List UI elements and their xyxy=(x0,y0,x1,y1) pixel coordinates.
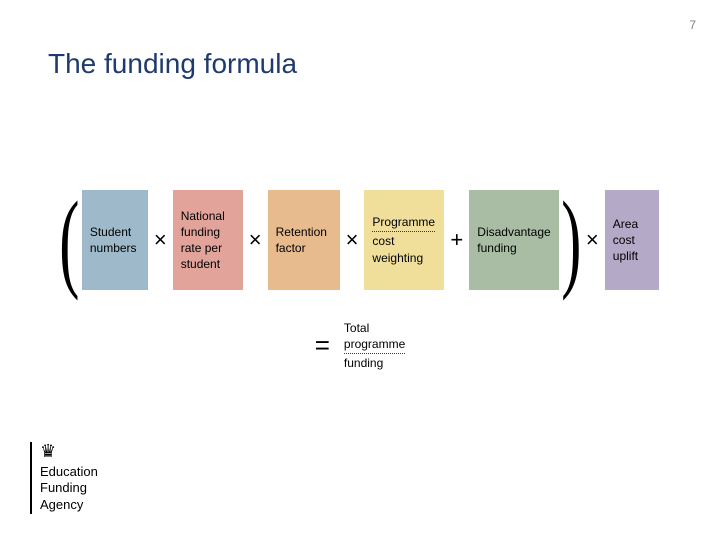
operator-multiply: × xyxy=(247,227,264,253)
equals-sign: = xyxy=(315,330,330,361)
factor-programme-cost: Programmecostweighting xyxy=(364,190,444,290)
open-paren: ( xyxy=(59,196,79,284)
operator-multiply: × xyxy=(344,227,361,253)
logo-divider xyxy=(30,442,32,514)
factor-area-cost-uplift: Areacostuplift xyxy=(605,190,659,290)
operator-multiply: × xyxy=(152,227,169,253)
factor-student-numbers: Studentnumbers xyxy=(82,190,148,290)
factor-national-rate: Nationalfundingrate perstudent xyxy=(173,190,243,290)
factor-label: Retentionfactor xyxy=(276,224,327,256)
page-title: The funding formula xyxy=(48,48,297,80)
factor-label: Areacostuplift xyxy=(613,216,638,265)
factor-label: Disadvantagefunding xyxy=(477,224,550,256)
logo-text: Education Funding Agency xyxy=(40,464,98,513)
result-total-programme-funding: Totalprogrammefunding xyxy=(344,320,405,372)
formula-row: ( Studentnumbers × Nationalfundingrate p… xyxy=(6,190,714,290)
close-paren: ) xyxy=(562,196,582,284)
factor-disadvantage: Disadvantagefunding xyxy=(469,190,559,290)
factor-label: Studentnumbers xyxy=(90,224,137,256)
crown-icon: ♛ xyxy=(40,442,98,460)
efa-logo: ♛ Education Funding Agency xyxy=(30,442,98,514)
factor-label: Programmecostweighting xyxy=(372,214,435,266)
result-row: = Totalprogrammefunding xyxy=(0,320,720,372)
factor-retention: Retentionfactor xyxy=(268,190,340,290)
factor-label: Nationalfundingrate perstudent xyxy=(181,208,225,273)
operator-multiply-outside: × xyxy=(584,227,601,253)
page-number: 7 xyxy=(689,18,696,32)
operator-plus: + xyxy=(448,227,465,253)
